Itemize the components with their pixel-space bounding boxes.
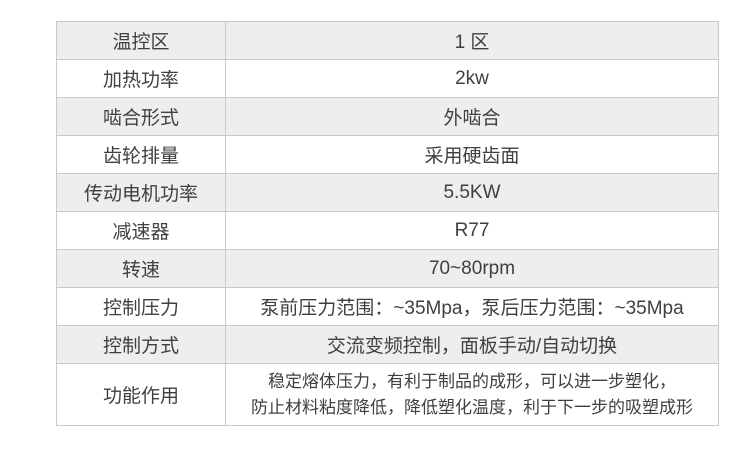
spec-value: R77 [225,211,719,250]
table-row: 减速器 R77 [56,211,719,250]
spec-table: 温控区 1 区 加热功率 2kw 啮合形式 外啮合 齿轮排量 采用硬齿面 传动电… [56,21,719,426]
table-row: 温控区 1 区 [56,21,719,60]
spec-label: 啮合形式 [56,97,226,136]
table-row: 功能作用 稳定熔体压力，有利于制品的成形，可以进一步塑化， 防止材料粘度降低，降低… [56,363,719,426]
spec-label: 控制压力 [56,287,226,326]
spec-label: 减速器 [56,211,226,250]
spec-label: 齿轮排量 [56,135,226,174]
spec-label: 温控区 [56,21,226,60]
spec-value: 外啮合 [225,97,719,136]
spec-value: 1 区 [225,21,719,60]
table-row: 传动电机功率 5.5KW [56,173,719,212]
spec-label: 控制方式 [56,325,226,364]
spec-value: 采用硬齿面 [225,135,719,174]
table-row: 齿轮排量 采用硬齿面 [56,135,719,174]
spec-value: 泵前压力范围：~35Mpa，泵后压力范围：~35Mpa [225,287,719,326]
table-row: 啮合形式 外啮合 [56,97,719,136]
value-line: 稳定熔体压力，有利于制品的成形，可以进一步塑化， [268,371,676,391]
table-row: 加热功率 2kw [56,59,719,98]
spec-label: 传动电机功率 [56,173,226,212]
spec-value: 2kw [225,59,719,98]
table-row: 控制方式 交流变频控制，面板手动/自动切换 [56,325,719,364]
table-row: 转速 70~80rpm [56,249,719,288]
spec-label: 转速 [56,249,226,288]
table-row: 控制压力 泵前压力范围：~35Mpa，泵后压力范围：~35Mpa [56,287,719,326]
value-line: 防止材料粘度降低，降低塑化温度，利于下一步的吸塑成形 [251,397,693,417]
spec-value: 交流变频控制，面板手动/自动切换 [225,325,719,364]
spec-label: 加热功率 [56,59,226,98]
spec-label: 功能作用 [56,363,226,426]
spec-value: 5.5KW [225,173,719,212]
spec-value: 稳定熔体压力，有利于制品的成形，可以进一步塑化， 防止材料粘度降低，降低塑化温度，… [225,363,719,426]
spec-value: 70~80rpm [225,249,719,288]
